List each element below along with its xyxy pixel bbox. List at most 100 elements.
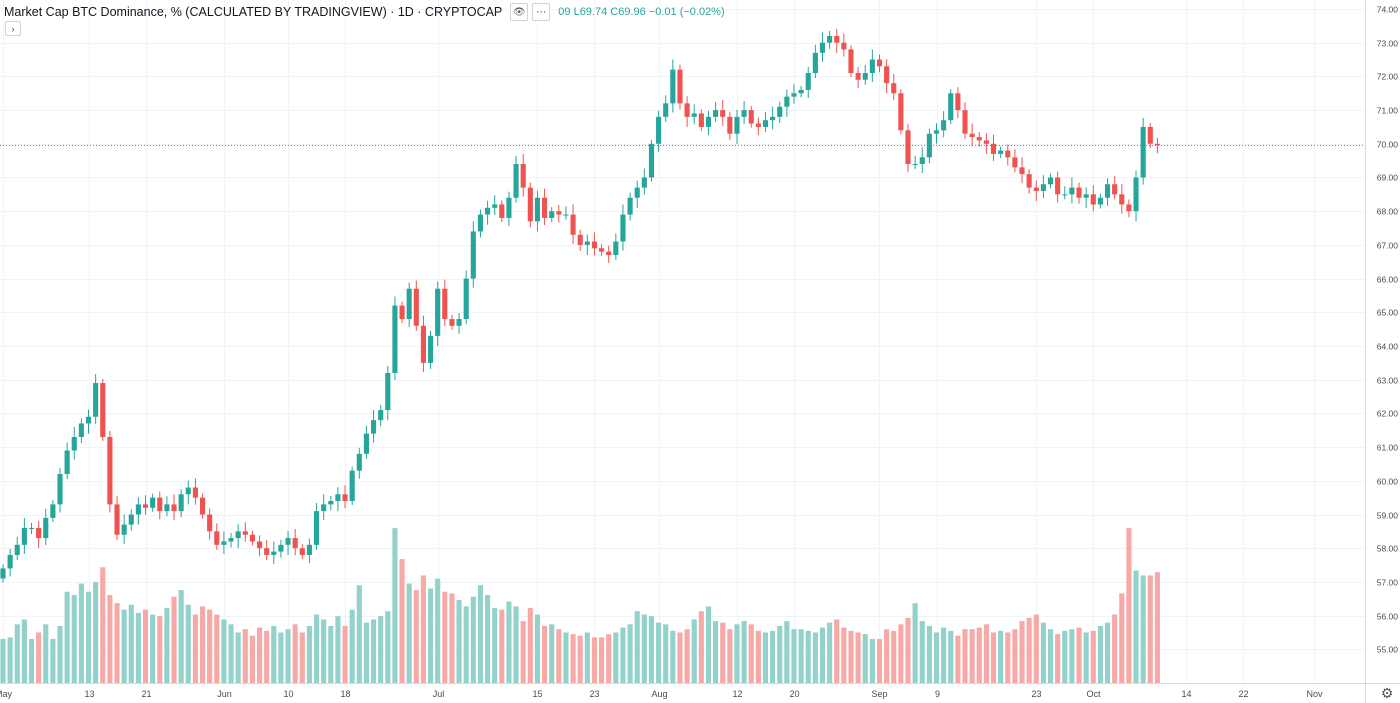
- volume-bar: [627, 624, 633, 683]
- volume-bar: [485, 594, 491, 683]
- candle-body: [485, 207, 491, 215]
- volume-bar: [100, 567, 106, 683]
- candle-body: [869, 59, 875, 74]
- volume-bar: [805, 630, 811, 683]
- volume-bar: [57, 625, 63, 683]
- candle-body: [1047, 177, 1054, 185]
- candle-body: [713, 110, 719, 117]
- time-tick-label: 12: [732, 689, 742, 699]
- candle-body: [898, 93, 904, 131]
- volume-bar: [798, 629, 804, 683]
- candle-body: [941, 120, 947, 131]
- candle-body: [43, 517, 49, 539]
- volume-bar: [435, 578, 441, 683]
- candle-body: [164, 504, 170, 512]
- candle-body: [955, 93, 961, 111]
- candle-body: [812, 52, 818, 74]
- candle-body: [506, 197, 512, 218]
- volume-bar: [1112, 614, 1118, 683]
- volume-bar: [235, 632, 241, 683]
- volume-bar: [1047, 629, 1054, 683]
- volume-bar: [1154, 572, 1160, 683]
- candle-body: [456, 319, 462, 326]
- volume-bar: [905, 617, 911, 683]
- candle-body: [7, 554, 13, 569]
- volume-bar: [492, 608, 498, 683]
- eye-icon[interactable]: 👁: [510, 3, 529, 21]
- candle-body: [591, 241, 598, 249]
- candle-body: [107, 436, 113, 505]
- candle-body: [349, 470, 355, 502]
- volume-bar: [998, 630, 1004, 683]
- chevron-right-icon[interactable]: ›: [5, 21, 21, 36]
- time-tick-label: Nov: [1306, 689, 1323, 699]
- candle-body: [313, 511, 320, 545]
- candle-body: [905, 130, 911, 165]
- candle-body: [128, 514, 134, 525]
- series-legend: Market Cap BTC Dominance, % (CALCULATED …: [4, 3, 725, 21]
- candle-body: [178, 494, 184, 512]
- time-axis[interactable]: May 13 21 Jun 10 18 Jul 15 23 Aug 12 20 Sep 9 23 Oct 14 2…: [0, 683, 1400, 700]
- candle-body: [1083, 194, 1089, 198]
- volume-bar: [791, 629, 797, 683]
- price-tick-label: 63.00: [1377, 376, 1399, 386]
- candle-body: [549, 211, 555, 218]
- price-axis[interactable]: 55.00 56.00 57.00 58.00 59.00 60.00 61.00 62.00…: [1365, 0, 1400, 703]
- volume-bar: [321, 619, 327, 683]
- volume-bar: [912, 603, 918, 683]
- candle-body: [121, 524, 127, 535]
- volume-bar: [990, 632, 997, 683]
- price-tick-label: 73.00: [1377, 39, 1399, 49]
- candle-body: [228, 538, 234, 542]
- volume-bar: [449, 593, 455, 683]
- candle-body: [656, 116, 662, 144]
- candle-body: [862, 73, 868, 80]
- volume-bar: [313, 614, 320, 683]
- candle-body: [841, 42, 847, 50]
- candle-body: [36, 527, 42, 539]
- volume-bar: [477, 585, 484, 683]
- candle-body: [876, 59, 883, 67]
- candle-body: [71, 436, 77, 451]
- candle-body: [171, 504, 177, 512]
- candle-body: [214, 531, 220, 545]
- candle-body: [577, 234, 583, 245]
- candle-body: [784, 96, 790, 107]
- candle-body: [513, 164, 519, 198]
- candle-body: [256, 541, 263, 549]
- volume-bar: [378, 616, 384, 683]
- volume-bar: [677, 632, 683, 683]
- gear-icon[interactable]: ⚙: [1380, 685, 1394, 701]
- more-icon[interactable]: ⋯: [532, 3, 551, 21]
- volume-bar: [1104, 622, 1111, 683]
- volume-bar: [941, 627, 947, 683]
- candle-body: [292, 538, 298, 549]
- candle-body: [1005, 150, 1011, 158]
- volume-bar: [827, 622, 833, 683]
- volume-bar: [456, 599, 462, 683]
- candle-body: [1019, 167, 1025, 175]
- volume-bar: [164, 608, 170, 683]
- volume-bar: [470, 596, 476, 683]
- volume-bar: [299, 632, 305, 683]
- series-title: Market Cap BTC Dominance, % (CALCULATED …: [4, 5, 503, 19]
- candle-body: [798, 89, 804, 94]
- candle-body: [855, 73, 861, 80]
- price-tick-label: 66.00: [1377, 275, 1399, 285]
- volume-bar: [242, 629, 248, 683]
- candle-body: [990, 143, 997, 154]
- volume-bar: [50, 638, 56, 683]
- volume-bar: [93, 581, 99, 683]
- candle-body: [584, 241, 590, 245]
- candle-body: [1026, 174, 1032, 188]
- volume-bar: [734, 624, 740, 683]
- price-tick-label: 69.00: [1377, 173, 1399, 183]
- candle-body: [385, 372, 391, 411]
- candle-body: [527, 187, 533, 222]
- time-tick-label: 10: [283, 689, 293, 699]
- volume-bar: [1005, 632, 1011, 683]
- volume-bar: [1040, 622, 1046, 683]
- volume-bar: [876, 638, 883, 683]
- volume-bars: [0, 528, 1160, 683]
